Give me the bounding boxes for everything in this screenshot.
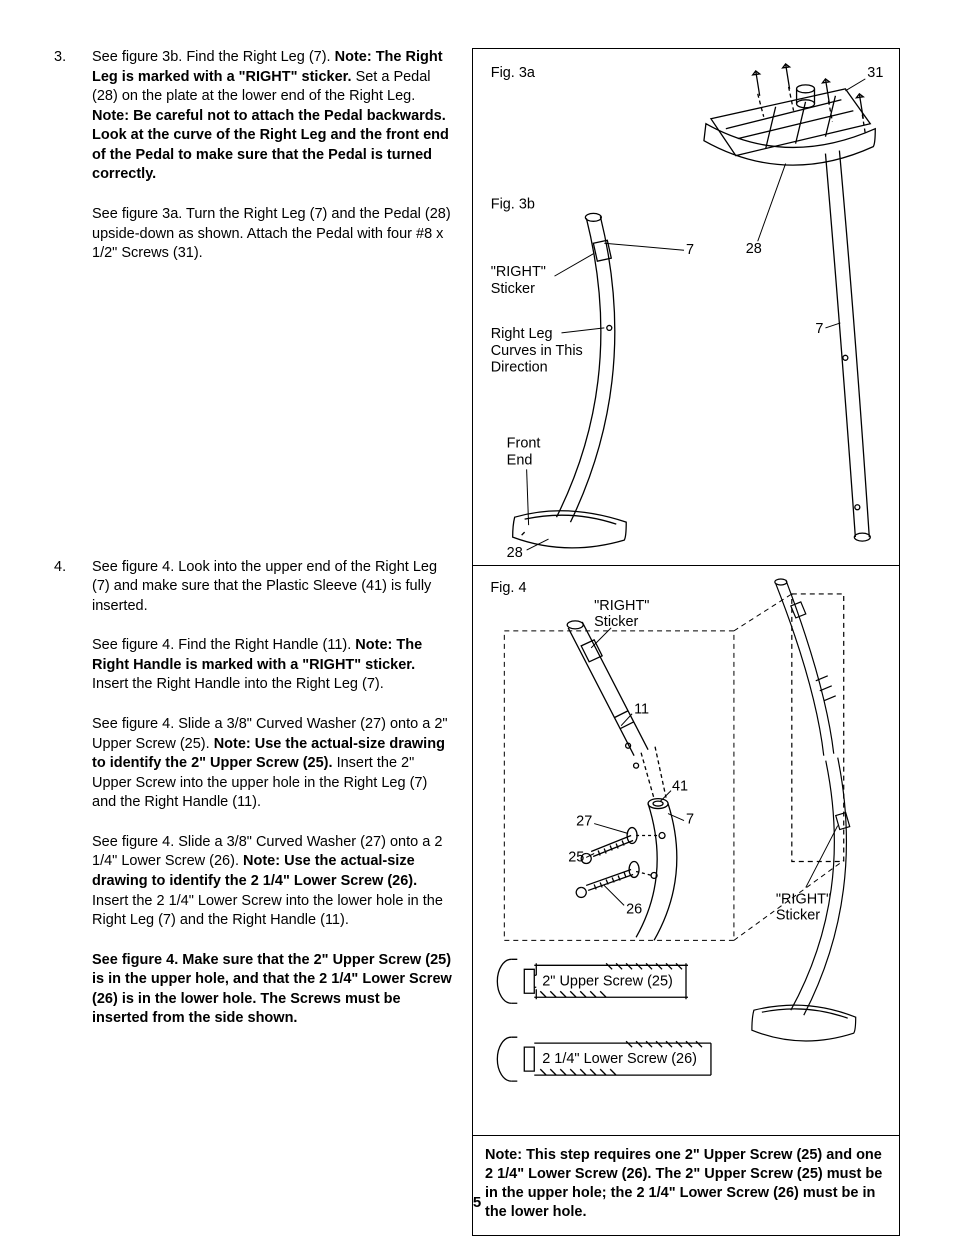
step-body: See figure 3b. Find the Right Leg (7). N… xyxy=(92,48,454,264)
step-paragraph: See figure 4. Slide a 3/8" Curved Washer… xyxy=(92,715,454,813)
callout-25: 25 xyxy=(568,849,584,865)
figures-column: Fig. 3a Fig. 3b xyxy=(472,48,900,1236)
step-number: 4. xyxy=(54,558,74,1029)
callout-11: 11 xyxy=(634,702,649,718)
step-paragraph: See figure 4. Slide a 3/8" Curved Washer… xyxy=(92,833,454,931)
instruction-step: 4. See figure 4. Look into the upper end … xyxy=(54,558,454,1029)
right-sticker-top: "RIGHT"Sticker xyxy=(594,598,649,630)
callout-7a: 7 xyxy=(686,242,694,258)
callout-28a: 28 xyxy=(746,241,762,257)
callout-31: 31 xyxy=(867,65,883,81)
step-paragraph: See figure 4. Make sure that the 2" Uppe… xyxy=(92,951,454,1029)
front-end-label: FrontEnd xyxy=(507,435,541,468)
step-paragraph: See figure 3b. Find the Right Leg (7). N… xyxy=(92,48,454,185)
fig-3b-label: Fig. 3b xyxy=(491,196,535,212)
instruction-step: 3.See figure 3b. Find the Right Leg (7).… xyxy=(54,48,454,264)
page-number: 5 xyxy=(0,1194,954,1211)
callout-28b: 28 xyxy=(507,545,523,561)
note-box: Note: This step requires one 2" Upper Sc… xyxy=(472,1136,900,1236)
fig-3a-label: Fig. 3a xyxy=(491,65,536,81)
upper-screw-label: 2" Upper Screw (25) xyxy=(542,973,673,989)
step-paragraph: See figure 4. Look into the upper end of… xyxy=(92,558,454,617)
curves-label: Right LegCurves in ThisDirection xyxy=(491,326,583,376)
step-paragraph: See figure 3a. Turn the Right Leg (7) an… xyxy=(92,205,454,264)
right-sticker-3b: "RIGHT"Sticker xyxy=(491,264,546,297)
step-body: See figure 4. Look into the upper end of… xyxy=(92,558,454,1029)
callout-41: 41 xyxy=(672,779,688,795)
callout-27: 27 xyxy=(576,814,592,830)
callout-7: 7 xyxy=(686,812,694,828)
callout-7b: 7 xyxy=(815,321,823,337)
lower-screw-label: 2 1/4" Lower Screw (26) xyxy=(542,1051,697,1067)
fig-4-label: Fig. 4 xyxy=(490,580,526,596)
callout-26: 26 xyxy=(626,901,642,917)
figure-4-box: Fig. 4 xyxy=(472,566,900,1136)
right-sticker-side: "RIGHT"Sticker xyxy=(776,891,831,923)
instructions-column: 3.See figure 3b. Find the Right Leg (7).… xyxy=(54,48,454,1236)
figure-3-box: Fig. 3a Fig. 3b xyxy=(472,48,900,566)
step-number: 3. xyxy=(54,48,74,264)
step-paragraph: See figure 4. Find the Right Handle (11)… xyxy=(92,636,454,695)
